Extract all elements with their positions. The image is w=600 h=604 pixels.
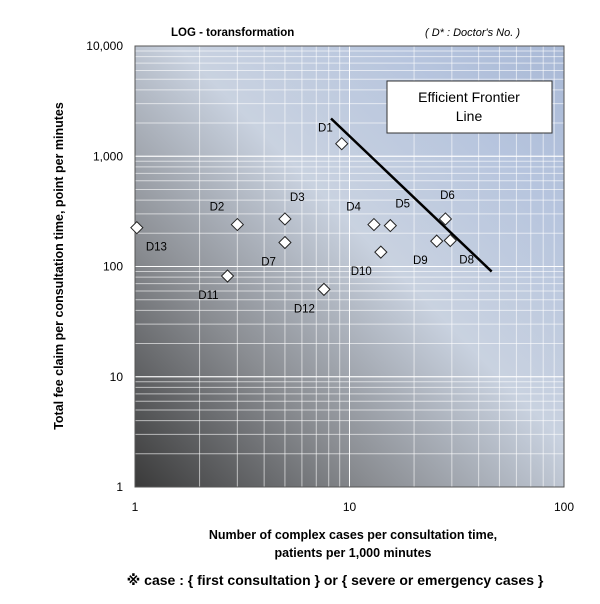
point-label-d6: D6 [440, 190, 455, 202]
data-point-d13 [130, 220, 144, 235]
point-label-d5: D5 [395, 199, 410, 211]
frontier-legend-line1: Efficient Frontier [418, 89, 520, 105]
point-label-d8: D8 [459, 255, 474, 267]
point-label-d4: D4 [346, 202, 361, 214]
frontier-legend-frame [386, 80, 553, 134]
plot-area-border [134, 45, 565, 488]
footnote: ※ case : { first consultation } or { sev… [127, 572, 544, 588]
x-axis-ticks: 1 10 100 [132, 500, 575, 514]
point-label-d12: D12 [294, 303, 315, 315]
y-tick-label: 1 [116, 480, 123, 494]
x-axis-label-line2: patients per 1,000 minutes [274, 546, 431, 560]
data-point-d12 [317, 282, 331, 297]
data-point-d7 [278, 235, 292, 250]
point-label-d10: D10 [351, 266, 372, 278]
x-axis-label-line1: Number of complex cases per consultation… [209, 528, 497, 542]
y-tick-label: 10,000 [86, 39, 123, 53]
data-point-d4 [367, 217, 381, 232]
y-axis-label: Total fee claim per consultation time, p… [52, 102, 66, 430]
frontier-legend-box: Efficient Frontier Line [386, 80, 553, 134]
point-label-d3: D3 [290, 192, 305, 204]
point-label-d11: D11 [198, 290, 218, 302]
data-point-d1 [335, 136, 349, 151]
data-point-d2 [230, 217, 245, 232]
y-axis-ticks: 1 10 100 1,000 10,000 [86, 39, 123, 494]
point-label-d9: D9 [413, 255, 428, 267]
data-point-d8 [443, 233, 457, 248]
efficient-frontier-line [330, 117, 493, 273]
data-point-d6 [438, 212, 453, 226]
chart-title: LOG - toransformation [171, 27, 294, 39]
doctor-number-note: ( D* : Doctor's No. ) [425, 27, 520, 39]
data-point-d10 [374, 245, 388, 259]
data-point-d9 [429, 234, 444, 248]
x-tick-label: 100 [554, 500, 574, 514]
point-label-d1: D1 [318, 123, 333, 135]
point-label-d7: D7 [261, 257, 276, 269]
frontier-legend-line2: Line [456, 108, 483, 124]
y-tick-label: 10 [110, 370, 124, 384]
data-point-d3 [278, 212, 292, 226]
y-tick-label: 1,000 [93, 149, 123, 163]
data-point-d5 [383, 218, 398, 233]
point-label-d13: D13 [146, 242, 167, 254]
data-points: D1 D2 D3 D4 D5 D6 D7 D8 D9 D10 D11 D12 D13 [130, 123, 474, 315]
x-tick-label: 10 [343, 500, 357, 514]
y-tick-label: 100 [103, 260, 123, 274]
x-tick-label: 1 [132, 500, 139, 514]
data-point-d11 [220, 269, 235, 283]
point-label-d2: D2 [210, 202, 225, 214]
